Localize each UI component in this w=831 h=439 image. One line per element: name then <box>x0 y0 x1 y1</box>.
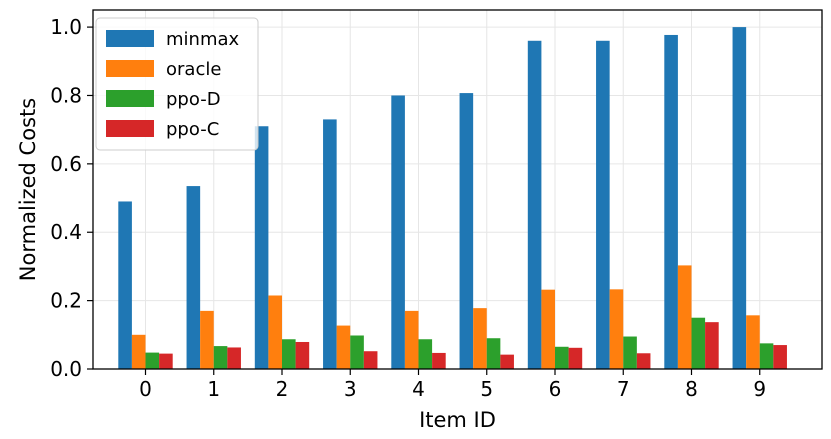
bar-ppo-C-4 <box>432 352 446 369</box>
bar-minmax-5 <box>459 93 474 369</box>
y-tick-label: 0.4 <box>50 220 82 244</box>
x-tick-label: 0 <box>139 377 152 401</box>
legend-label-ppo-D: ppo-D <box>166 89 221 110</box>
bar-ppo-D-2 <box>282 339 296 369</box>
x-tick-label: 9 <box>753 377 766 401</box>
bar-ppo-C-9 <box>773 345 787 369</box>
ticks: 0.0 0.2 0.4 0.6 0.8 1.0 0 1 2 3 4 5 6 7 8 9 <box>50 15 766 401</box>
bar-ppo-C-1 <box>227 347 241 369</box>
bar-minmax-7 <box>596 40 610 370</box>
y-tick-label: 0.8 <box>50 83 82 107</box>
bar-ppo-D-7 <box>623 336 637 369</box>
bar-minmax-0 <box>118 201 132 369</box>
bar-oracle-4 <box>404 310 419 369</box>
bar-minmax-4 <box>391 95 405 369</box>
x-tick-label: 3 <box>344 377 357 401</box>
bar-ppo-C-6 <box>568 347 583 369</box>
bar-ppo-C-3 <box>363 351 378 369</box>
bar-oracle-8 <box>677 265 692 369</box>
bar-ppo-C-5 <box>500 354 514 369</box>
bar-oracle-1 <box>200 310 214 369</box>
x-axis-label: Item ID <box>419 408 496 432</box>
legend-label-ppo-C: ppo-C <box>166 119 219 140</box>
y-tick-label: 0.2 <box>50 289 82 313</box>
legend-box <box>95 17 259 151</box>
bar-ppo-D-5 <box>486 338 501 369</box>
legend: minmax oracle ppo-D ppo-C <box>95 17 259 151</box>
legend-label-minmax: minmax <box>166 29 240 50</box>
bar-ppo-C-7 <box>636 353 651 369</box>
plot-frame <box>92 9 823 370</box>
y-tick-label: 0.0 <box>50 357 82 381</box>
legend-swatch-minmax <box>106 30 154 47</box>
bar-minmax-3 <box>323 119 337 370</box>
x-tick-label: 7 <box>617 377 630 401</box>
x-tick-label: 2 <box>276 377 289 401</box>
bar-oracle-0 <box>131 334 146 369</box>
bar-ppo-D-0 <box>145 352 160 369</box>
bar-ppo-D-4 <box>418 339 433 369</box>
bar-oracle-5 <box>473 308 487 369</box>
y-tick-label: 1.0 <box>50 15 82 39</box>
bar-oracle-9 <box>746 315 760 369</box>
bar-ppo-C-0 <box>159 353 173 369</box>
bar-minmax-6 <box>527 40 542 370</box>
x-tick-label: 4 <box>412 377 425 401</box>
legend-swatch-oracle <box>106 60 154 77</box>
x-tick-label: 8 <box>685 377 698 401</box>
bar-oracle-7 <box>609 289 624 369</box>
bar-ppo-D-6 <box>555 346 569 369</box>
legend-swatch-ppo-D <box>106 90 154 107</box>
y-tick-label: 0.6 <box>50 152 82 176</box>
bar-oracle-6 <box>541 289 555 369</box>
bar-minmax-9 <box>732 27 747 369</box>
x-tick-label: 1 <box>207 377 220 401</box>
bar-minmax-2 <box>254 126 269 369</box>
legend-swatch-ppo-C <box>106 120 154 137</box>
bar-ppo-D-9 <box>759 343 774 369</box>
x-tick-label: 6 <box>549 377 562 401</box>
bar-ppo-C-2 <box>295 341 310 369</box>
x-tick-label: 5 <box>480 377 493 401</box>
bar-ppo-D-1 <box>213 346 228 369</box>
bar-minmax-8 <box>664 34 678 370</box>
bar-oracle-2 <box>268 295 282 369</box>
bars <box>118 27 787 370</box>
bar-ppo-D-8 <box>691 317 706 369</box>
bar-ppo-C-8 <box>705 322 719 369</box>
y-axis-label: Normalized Costs <box>16 98 40 281</box>
bar-oracle-3 <box>336 325 351 369</box>
bar-ppo-D-3 <box>350 335 364 369</box>
legend-label-oracle: oracle <box>166 59 221 80</box>
bar-minmax-1 <box>186 186 201 369</box>
